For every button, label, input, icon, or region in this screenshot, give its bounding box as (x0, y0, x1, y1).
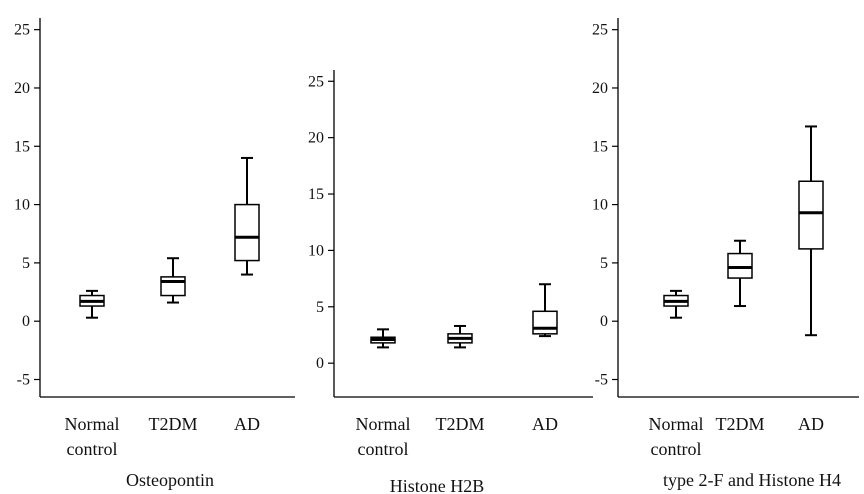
y-tick-label: 0 (316, 355, 324, 372)
y-tick-label: 10 (14, 197, 30, 214)
box-normal-control (79, 289, 105, 319)
y-tick-label: 25 (592, 22, 608, 39)
x-category-label: control (67, 439, 118, 459)
x-category-label: Normal (65, 414, 120, 434)
y-tick-label: 20 (308, 130, 324, 147)
x-category-label: control (651, 439, 702, 459)
y-tick-label: 25 (308, 73, 324, 90)
y-tick-label: 20 (592, 80, 608, 97)
box-normal-control (663, 289, 689, 319)
y-tick-label: 5 (22, 255, 30, 272)
x-category-label: AD (234, 414, 260, 434)
iqr-box (798, 180, 824, 250)
y-tick-label: 0 (22, 313, 30, 330)
box-t2dm (727, 239, 753, 308)
box-t2dm (447, 324, 473, 349)
box-ad (798, 125, 824, 337)
y-tick-label: 15 (592, 138, 608, 155)
chart-panel-3: -5 0 5 10 15 20 25 Normal control T2DM AD type 2-F … (592, 18, 859, 490)
y-tick-label: 0 (600, 313, 608, 330)
chart-panel-1: -5 0 5 10 15 20 25 Normal control T2DM AD Osteopont… (14, 18, 295, 490)
y-tick-label: 10 (308, 242, 324, 259)
chart-panel-2: 0 5 10 15 20 25 Normal control T2DM AD Histone H2B (308, 70, 593, 494)
y-tick-label: 10 (592, 197, 608, 214)
box-ad (234, 156, 260, 276)
iqr-box (160, 276, 186, 297)
iqr-box (727, 252, 753, 279)
panel-title: type 2-F and Histone H4 (663, 470, 841, 490)
x-category-label: AD (532, 414, 558, 434)
box-t2dm (160, 257, 186, 304)
iqr-box (532, 310, 558, 335)
x-category-label: control (358, 439, 409, 459)
y-tick-label: 5 (600, 255, 608, 272)
y-tick-label: 25 (14, 22, 30, 39)
x-category-label: T2DM (149, 414, 198, 434)
x-category-label: Normal (649, 414, 704, 434)
iqr-box (234, 203, 260, 262)
box-ad (532, 283, 558, 338)
x-category-label: T2DM (436, 414, 485, 434)
y-tick-label: 15 (308, 186, 324, 203)
y-tick-label: -5 (17, 372, 30, 389)
y-tick-label: 15 (14, 138, 30, 155)
panel-title: Histone H2B (390, 476, 485, 494)
panel-title: Osteopontin (126, 470, 214, 490)
y-tick-label: 5 (316, 299, 324, 316)
x-category-label: AD (798, 414, 824, 434)
y-tick-label: 20 (14, 80, 30, 97)
x-category-label: Normal (356, 414, 411, 434)
box-normal-control (370, 328, 396, 349)
x-category-label: T2DM (716, 414, 765, 434)
y-tick-label: -5 (595, 372, 608, 389)
